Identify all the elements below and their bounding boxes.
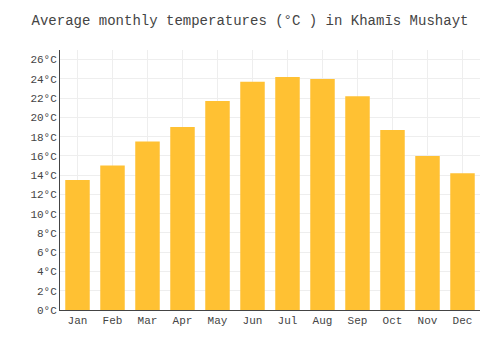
svg-text:Jun: Jun [243, 315, 263, 327]
svg-text:Nov: Nov [418, 315, 438, 327]
svg-text:0°C: 0°C [37, 305, 57, 317]
svg-text:26°C: 26°C [30, 54, 57, 66]
svg-text:6°C: 6°C [37, 247, 57, 259]
svg-text:Mar: Mar [138, 315, 158, 327]
svg-text:8°C: 8°C [37, 228, 57, 240]
svg-text:10°C: 10°C [30, 209, 57, 221]
svg-text:4°C: 4°C [37, 266, 57, 278]
svg-text:16°C: 16°C [30, 151, 57, 163]
svg-text:Oct: Oct [383, 315, 403, 327]
svg-text:Average monthly temperatures (: Average monthly temperatures (°C ) in Kh… [32, 13, 469, 29]
svg-text:18°C: 18°C [30, 132, 57, 144]
svg-text:12°C: 12°C [30, 189, 57, 201]
svg-text:Jul: Jul [278, 315, 298, 327]
svg-text:20°C: 20°C [30, 112, 57, 124]
svg-text:May: May [208, 315, 228, 327]
svg-text:14°C: 14°C [30, 170, 57, 182]
svg-text:22°C: 22°C [30, 93, 57, 105]
svg-text:Jan: Jan [68, 315, 88, 327]
svg-text:24°C: 24°C [30, 74, 57, 86]
svg-text:Aug: Aug [313, 315, 333, 327]
svg-text:Feb: Feb [103, 315, 123, 327]
svg-text:Sep: Sep [348, 315, 368, 327]
svg-text:Dec: Dec [453, 315, 473, 327]
svg-text:2°C: 2°C [37, 286, 57, 298]
svg-text:Apr: Apr [173, 315, 193, 327]
